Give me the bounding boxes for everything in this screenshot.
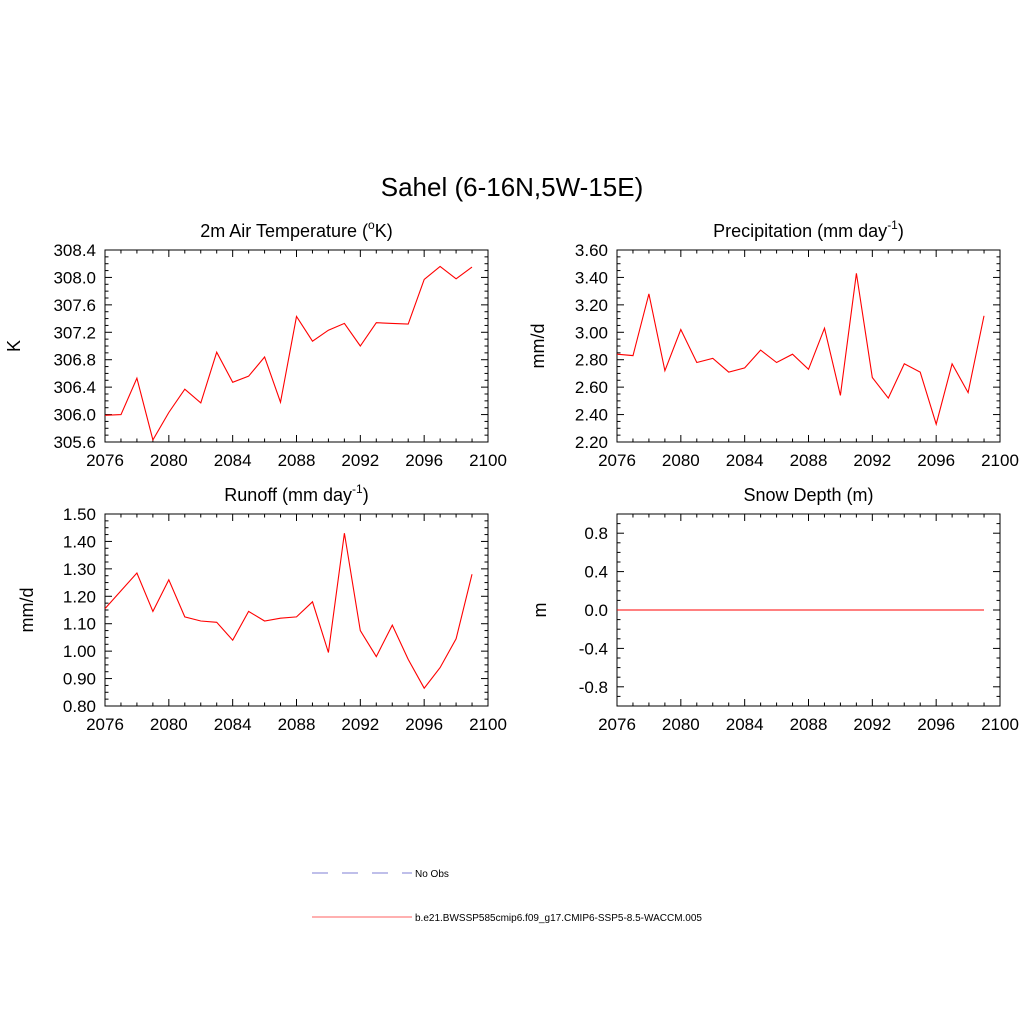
temperature-x-tick-label: 2084 bbox=[214, 451, 252, 470]
runoff-x-tick-label: 2088 bbox=[278, 715, 316, 734]
precipitation-y-tick-label: 2.80 bbox=[575, 351, 608, 370]
temperature-x-tick-label: 2092 bbox=[341, 451, 379, 470]
runoff-plot-frame bbox=[104, 513, 489, 707]
temperature-y-tick-label: 307.6 bbox=[53, 296, 96, 315]
temperature-y-tick-label: 306.0 bbox=[53, 406, 96, 425]
temperature-y-tick-label: 305.6 bbox=[53, 433, 96, 452]
runoff-x-tick-label: 2100 bbox=[469, 715, 507, 734]
runoff-y-tick-label: 1.40 bbox=[63, 532, 96, 551]
temperature-y-tick-label: 308.4 bbox=[53, 241, 96, 260]
snow-depth-x-tick-label: 2076 bbox=[598, 715, 636, 734]
precipitation-x-tick-label: 2088 bbox=[790, 451, 828, 470]
temperature-y-tick-label: 308.0 bbox=[53, 268, 96, 287]
precipitation-x-tick-label: 2096 bbox=[917, 451, 955, 470]
temperature-y-axis-label: K bbox=[4, 340, 24, 352]
runoff-x-tick-label: 2080 bbox=[150, 715, 188, 734]
precipitation-y-tick-label: 2.20 bbox=[575, 433, 608, 452]
precipitation-y-tick-label: 3.20 bbox=[575, 296, 608, 315]
temperature-plot-frame bbox=[104, 249, 489, 443]
precipitation-y-tick-label: 3.60 bbox=[575, 241, 608, 260]
runoff-y-tick-label: 1.30 bbox=[63, 560, 96, 579]
figure-title: Sahel (6-16N,5W-15E) bbox=[381, 172, 644, 202]
snow-depth-y-axis-label: m bbox=[530, 603, 550, 618]
temperature-x-tick-label: 2100 bbox=[469, 451, 507, 470]
snow-depth-x-tick-label: 2096 bbox=[917, 715, 955, 734]
snow-depth-y-tick-label: 0.8 bbox=[584, 524, 608, 543]
runoff-y-tick-label: 1.10 bbox=[63, 615, 96, 634]
temperature-panel: 2076 2080 2084 2088 2092 2096 2100 305.6 306.0 30… bbox=[4, 218, 507, 470]
legend: No Obs b.e21.BWSSP585cmip6.f09_g17.CMIP6-… bbox=[312, 869, 702, 924]
snow-depth-x-tick-label: 2100 bbox=[981, 715, 1019, 734]
runoff-y-tick-label: 0.80 bbox=[63, 697, 96, 716]
runoff-x-tick-label: 2084 bbox=[214, 715, 252, 734]
precipitation-y-axis-label: mm/d bbox=[528, 324, 548, 369]
precipitation-series-line bbox=[616, 273, 985, 427]
runoff-panel: 2076 2080 2084 2088 2092 2096 2100 0.80 0.90 1.00… bbox=[17, 482, 507, 734]
temperature-x-tick-label: 2080 bbox=[150, 451, 188, 470]
snow-depth-x-tick-label: 2092 bbox=[853, 715, 891, 734]
temperature-x-tick-label: 2096 bbox=[405, 451, 443, 470]
precipitation-y-tick-label: 2.60 bbox=[575, 378, 608, 397]
runoff-y-tick-label: 1.50 bbox=[63, 505, 96, 524]
runoff-panel-title: Runoff (mm day-1) bbox=[224, 482, 368, 505]
temperature-x-tick-label: 2088 bbox=[278, 451, 316, 470]
snow-depth-y-tick-label: -0.8 bbox=[579, 678, 608, 697]
runoff-y-tick-label: 1.00 bbox=[63, 642, 96, 661]
precipitation-x-tick-label: 2084 bbox=[726, 451, 764, 470]
snow-depth-y-tick-label: 0.4 bbox=[584, 563, 608, 582]
precipitation-panel-title: Precipitation (mm day-1) bbox=[713, 218, 904, 241]
snow-depth-x-tick-label: 2080 bbox=[662, 715, 700, 734]
runoff-x-tick-label: 2096 bbox=[405, 715, 443, 734]
precipitation-x-tick-label: 2092 bbox=[853, 451, 891, 470]
snow-depth-x-tick-label: 2088 bbox=[790, 715, 828, 734]
precipitation-y-tick-label: 3.00 bbox=[575, 323, 608, 342]
legend-label-2: b.e21.BWSSP585cmip6.f09_g17.CMIP6-SSP5-8… bbox=[415, 913, 702, 924]
precipitation-y-tick-label: 3.40 bbox=[575, 268, 608, 287]
snow-depth-panel: 2076 2080 2084 2088 2092 2096 2100 -0.8 -0.4 0.0 0… bbox=[530, 485, 1019, 734]
precipitation-y-tick-label: 2.40 bbox=[575, 406, 608, 425]
temperature-x-tick-label: 2076 bbox=[86, 451, 124, 470]
snow-depth-y-tick-label: 0.0 bbox=[584, 601, 608, 620]
snow-depth-y-tick-label: -0.4 bbox=[579, 639, 608, 658]
runoff-series-line bbox=[104, 533, 473, 690]
precipitation-x-tick-label: 2100 bbox=[981, 451, 1019, 470]
runoff-y-tick-label: 0.90 bbox=[63, 670, 96, 689]
temperature-y-tick-label: 306.4 bbox=[53, 378, 96, 397]
runoff-x-tick-label: 2092 bbox=[341, 715, 379, 734]
legend-label-1: No Obs bbox=[415, 869, 449, 880]
precipitation-x-tick-label: 2080 bbox=[662, 451, 700, 470]
precipitation-x-tick-label: 2076 bbox=[598, 451, 636, 470]
temperature-y-tick-label: 307.2 bbox=[53, 323, 96, 342]
runoff-y-axis-label: mm/d bbox=[17, 588, 37, 633]
runoff-x-tick-label: 2076 bbox=[86, 715, 124, 734]
snow-depth-panel-title: Snow Depth (m) bbox=[743, 485, 873, 505]
runoff-y-tick-label: 1.20 bbox=[63, 587, 96, 606]
temperature-panel-title: 2m Air Temperature (oK) bbox=[200, 218, 392, 241]
temperature-series-line bbox=[104, 265, 473, 442]
temperature-y-tick-label: 306.8 bbox=[53, 351, 96, 370]
snow-depth-x-tick-label: 2084 bbox=[726, 715, 764, 734]
precipitation-panel: 2076 2080 2084 2088 2092 2096 2100 2.20 2.40 2.60… bbox=[528, 218, 1019, 470]
